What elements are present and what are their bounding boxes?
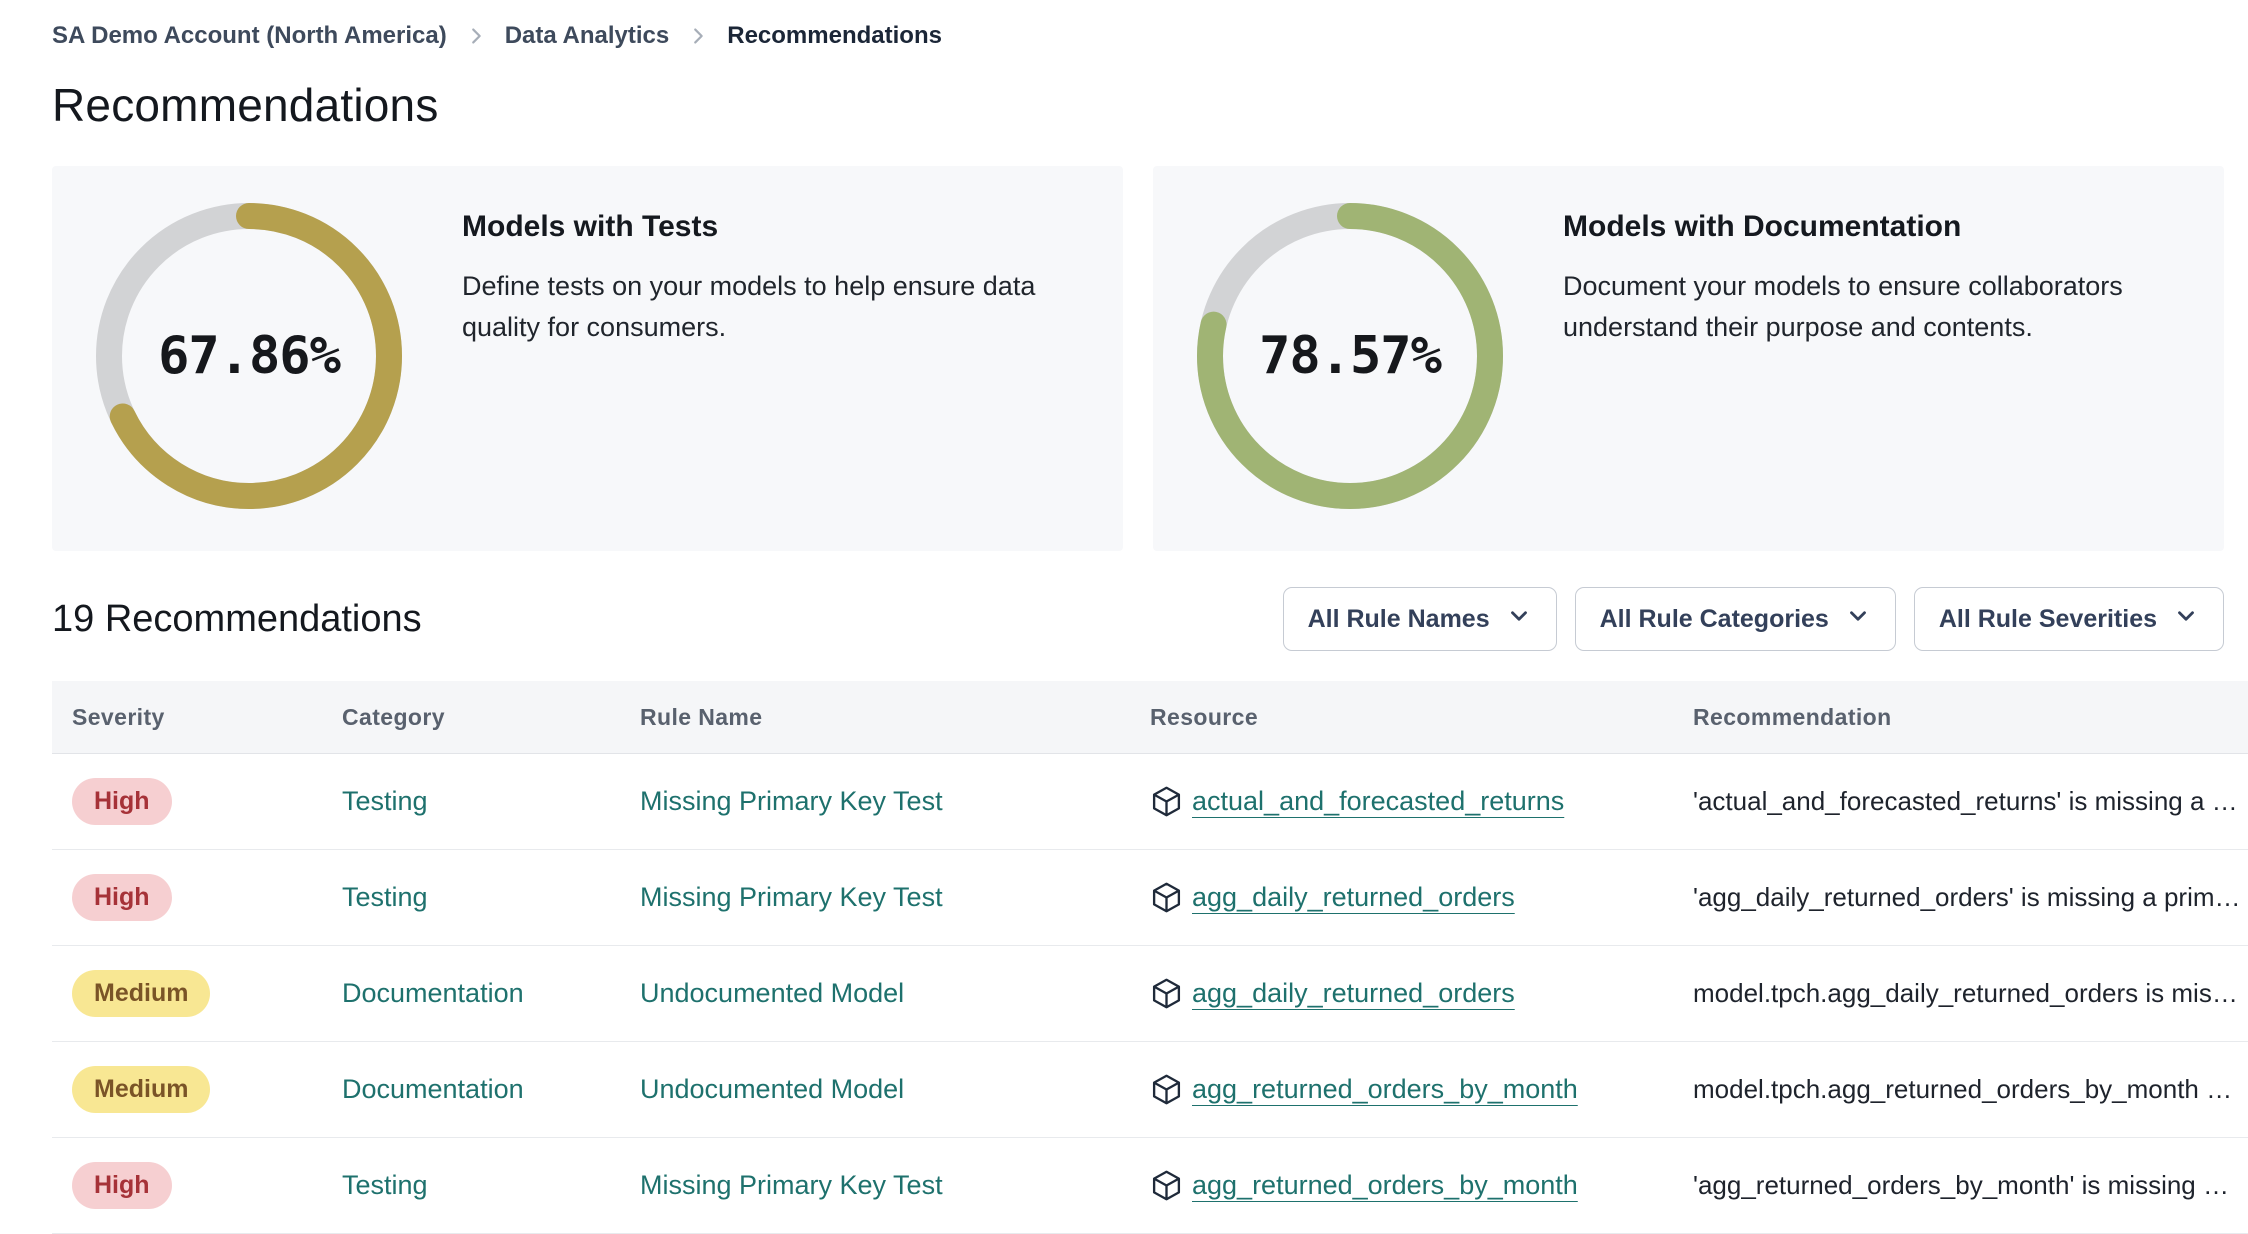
category-link[interactable]: Documentation — [342, 1074, 524, 1104]
column-header-resource: Resource — [1150, 703, 1259, 730]
model-cube-icon — [1150, 1073, 1183, 1106]
severity-badge: High — [72, 874, 172, 921]
severity-badge: High — [72, 778, 172, 825]
tests-percent-value: 67.86% — [158, 326, 341, 386]
severity-badge: Medium — [72, 1066, 211, 1113]
page-title: Recommendations — [52, 79, 439, 131]
resource-link[interactable]: agg_returned_orders_by_month — [1192, 1074, 1578, 1104]
rule-severities-filter-dropdown[interactable]: All Rule Severities — [1913, 587, 2224, 651]
rule-name-link[interactable]: Missing Primary Key Test — [640, 882, 943, 912]
breadcrumb-account-link[interactable]: SA Demo Account (North America) — [52, 22, 447, 49]
rule-name-link[interactable]: Missing Primary Key Test — [640, 786, 943, 816]
column-header-severity: Severity — [72, 703, 165, 730]
table-body: High Testing Missing Primary Key Test ac… — [52, 754, 2248, 1234]
documentation-donut-chart: 78.57% — [1195, 201, 1505, 511]
resource-link[interactable]: agg_daily_returned_orders — [1192, 978, 1515, 1008]
documentation-percent-value: 78.57% — [1259, 326, 1442, 386]
breadcrumb: SA Demo Account (North America) Data Ana… — [52, 22, 2248, 50]
column-header-recommendation: Recommendation — [1693, 703, 1892, 730]
model-cube-icon — [1150, 881, 1183, 914]
table-row: High Testing Missing Primary Key Test ag… — [52, 1138, 2248, 1234]
table-row: High Testing Missing Primary Key Test ag… — [52, 850, 2248, 946]
recommendations-table: Severity Category Rule Name Resource Rec… — [52, 681, 2248, 1234]
breadcrumb-project-link[interactable]: Data Analytics — [504, 22, 670, 49]
table-row: High Testing Missing Primary Key Test ac… — [52, 754, 2248, 850]
severity-badge: High — [72, 1162, 172, 1209]
tests-donut-chart: 67.86% — [94, 201, 404, 511]
documentation-card-title: Models with Documentation — [1563, 210, 1962, 243]
models-with-tests-card: 67.86% Models with Tests Define tests on… — [52, 166, 1123, 551]
rule-severities-filter-label: All Rule Severities — [1938, 604, 2157, 633]
model-cube-icon — [1150, 977, 1183, 1010]
rule-name-link[interactable]: Undocumented Model — [640, 978, 905, 1008]
table-row: Medium Documentation Undocumented Model … — [52, 1042, 2248, 1138]
recommendation-text: model.tpch.agg_daily_returned_orders is … — [1693, 978, 2238, 1008]
model-cube-icon — [1150, 785, 1183, 818]
table-header-row: Severity Category Rule Name Resource Rec… — [52, 681, 2248, 754]
resource-link[interactable]: actual_and_forecasted_returns — [1192, 786, 1565, 816]
recommendations-count-heading: 19 Recommendations — [52, 597, 422, 640]
summary-cards: 67.86% Models with Tests Define tests on… — [52, 166, 2224, 551]
model-cube-icon — [1150, 1169, 1183, 1202]
chevron-right-icon — [465, 25, 487, 47]
models-with-documentation-card: 78.57% Models with Documentation Documen… — [1153, 166, 2224, 551]
category-link[interactable]: Testing — [342, 786, 428, 816]
column-header-category: Category — [342, 703, 445, 730]
rule-name-link[interactable]: Undocumented Model — [640, 1074, 905, 1104]
chevron-down-icon — [2173, 603, 2199, 636]
resource-link[interactable]: agg_returned_orders_by_month — [1192, 1170, 1578, 1200]
recommendation-text: 'agg_returned_orders_by_month' is missin… — [1693, 1170, 2229, 1200]
list-bar: 19 Recommendations All Rule Names All Ru… — [52, 587, 2224, 651]
recommendation-text: 'agg_daily_returned_orders' is missing a… — [1693, 882, 2241, 912]
table-row: Medium Documentation Undocumented Model … — [52, 946, 2248, 1042]
tests-card-title: Models with Tests — [462, 210, 719, 243]
rule-name-link[interactable]: Missing Primary Key Test — [640, 1170, 943, 1200]
filters: All Rule Names All Rule Categories All R… — [1282, 587, 2224, 651]
severity-badge: Medium — [72, 970, 211, 1017]
breadcrumb-current: Recommendations — [727, 22, 942, 49]
resource-link[interactable]: agg_daily_returned_orders — [1192, 882, 1515, 912]
documentation-card-description: Document your models to ensure collabora… — [1563, 271, 2123, 342]
chevron-down-icon — [1845, 603, 1871, 636]
recommendation-text: model.tpch.agg_returned_orders_by_month … — [1693, 1074, 2233, 1104]
category-link[interactable]: Testing — [342, 1170, 428, 1200]
category-link[interactable]: Documentation — [342, 978, 524, 1008]
rule-categories-filter-dropdown[interactable]: All Rule Categories — [1574, 587, 1896, 651]
rule-names-filter-label: All Rule Names — [1307, 604, 1490, 633]
column-header-rule-name: Rule Name — [640, 703, 763, 730]
chevron-down-icon — [1506, 603, 1532, 636]
rule-categories-filter-label: All Rule Categories — [1599, 604, 1829, 633]
recommendation-text: 'actual_and_forecasted_returns' is missi… — [1693, 786, 2238, 816]
category-link[interactable]: Testing — [342, 882, 428, 912]
rule-names-filter-dropdown[interactable]: All Rule Names — [1282, 587, 1557, 651]
tests-card-description: Define tests on your models to help ensu… — [462, 271, 1036, 342]
chevron-right-icon — [687, 25, 709, 47]
